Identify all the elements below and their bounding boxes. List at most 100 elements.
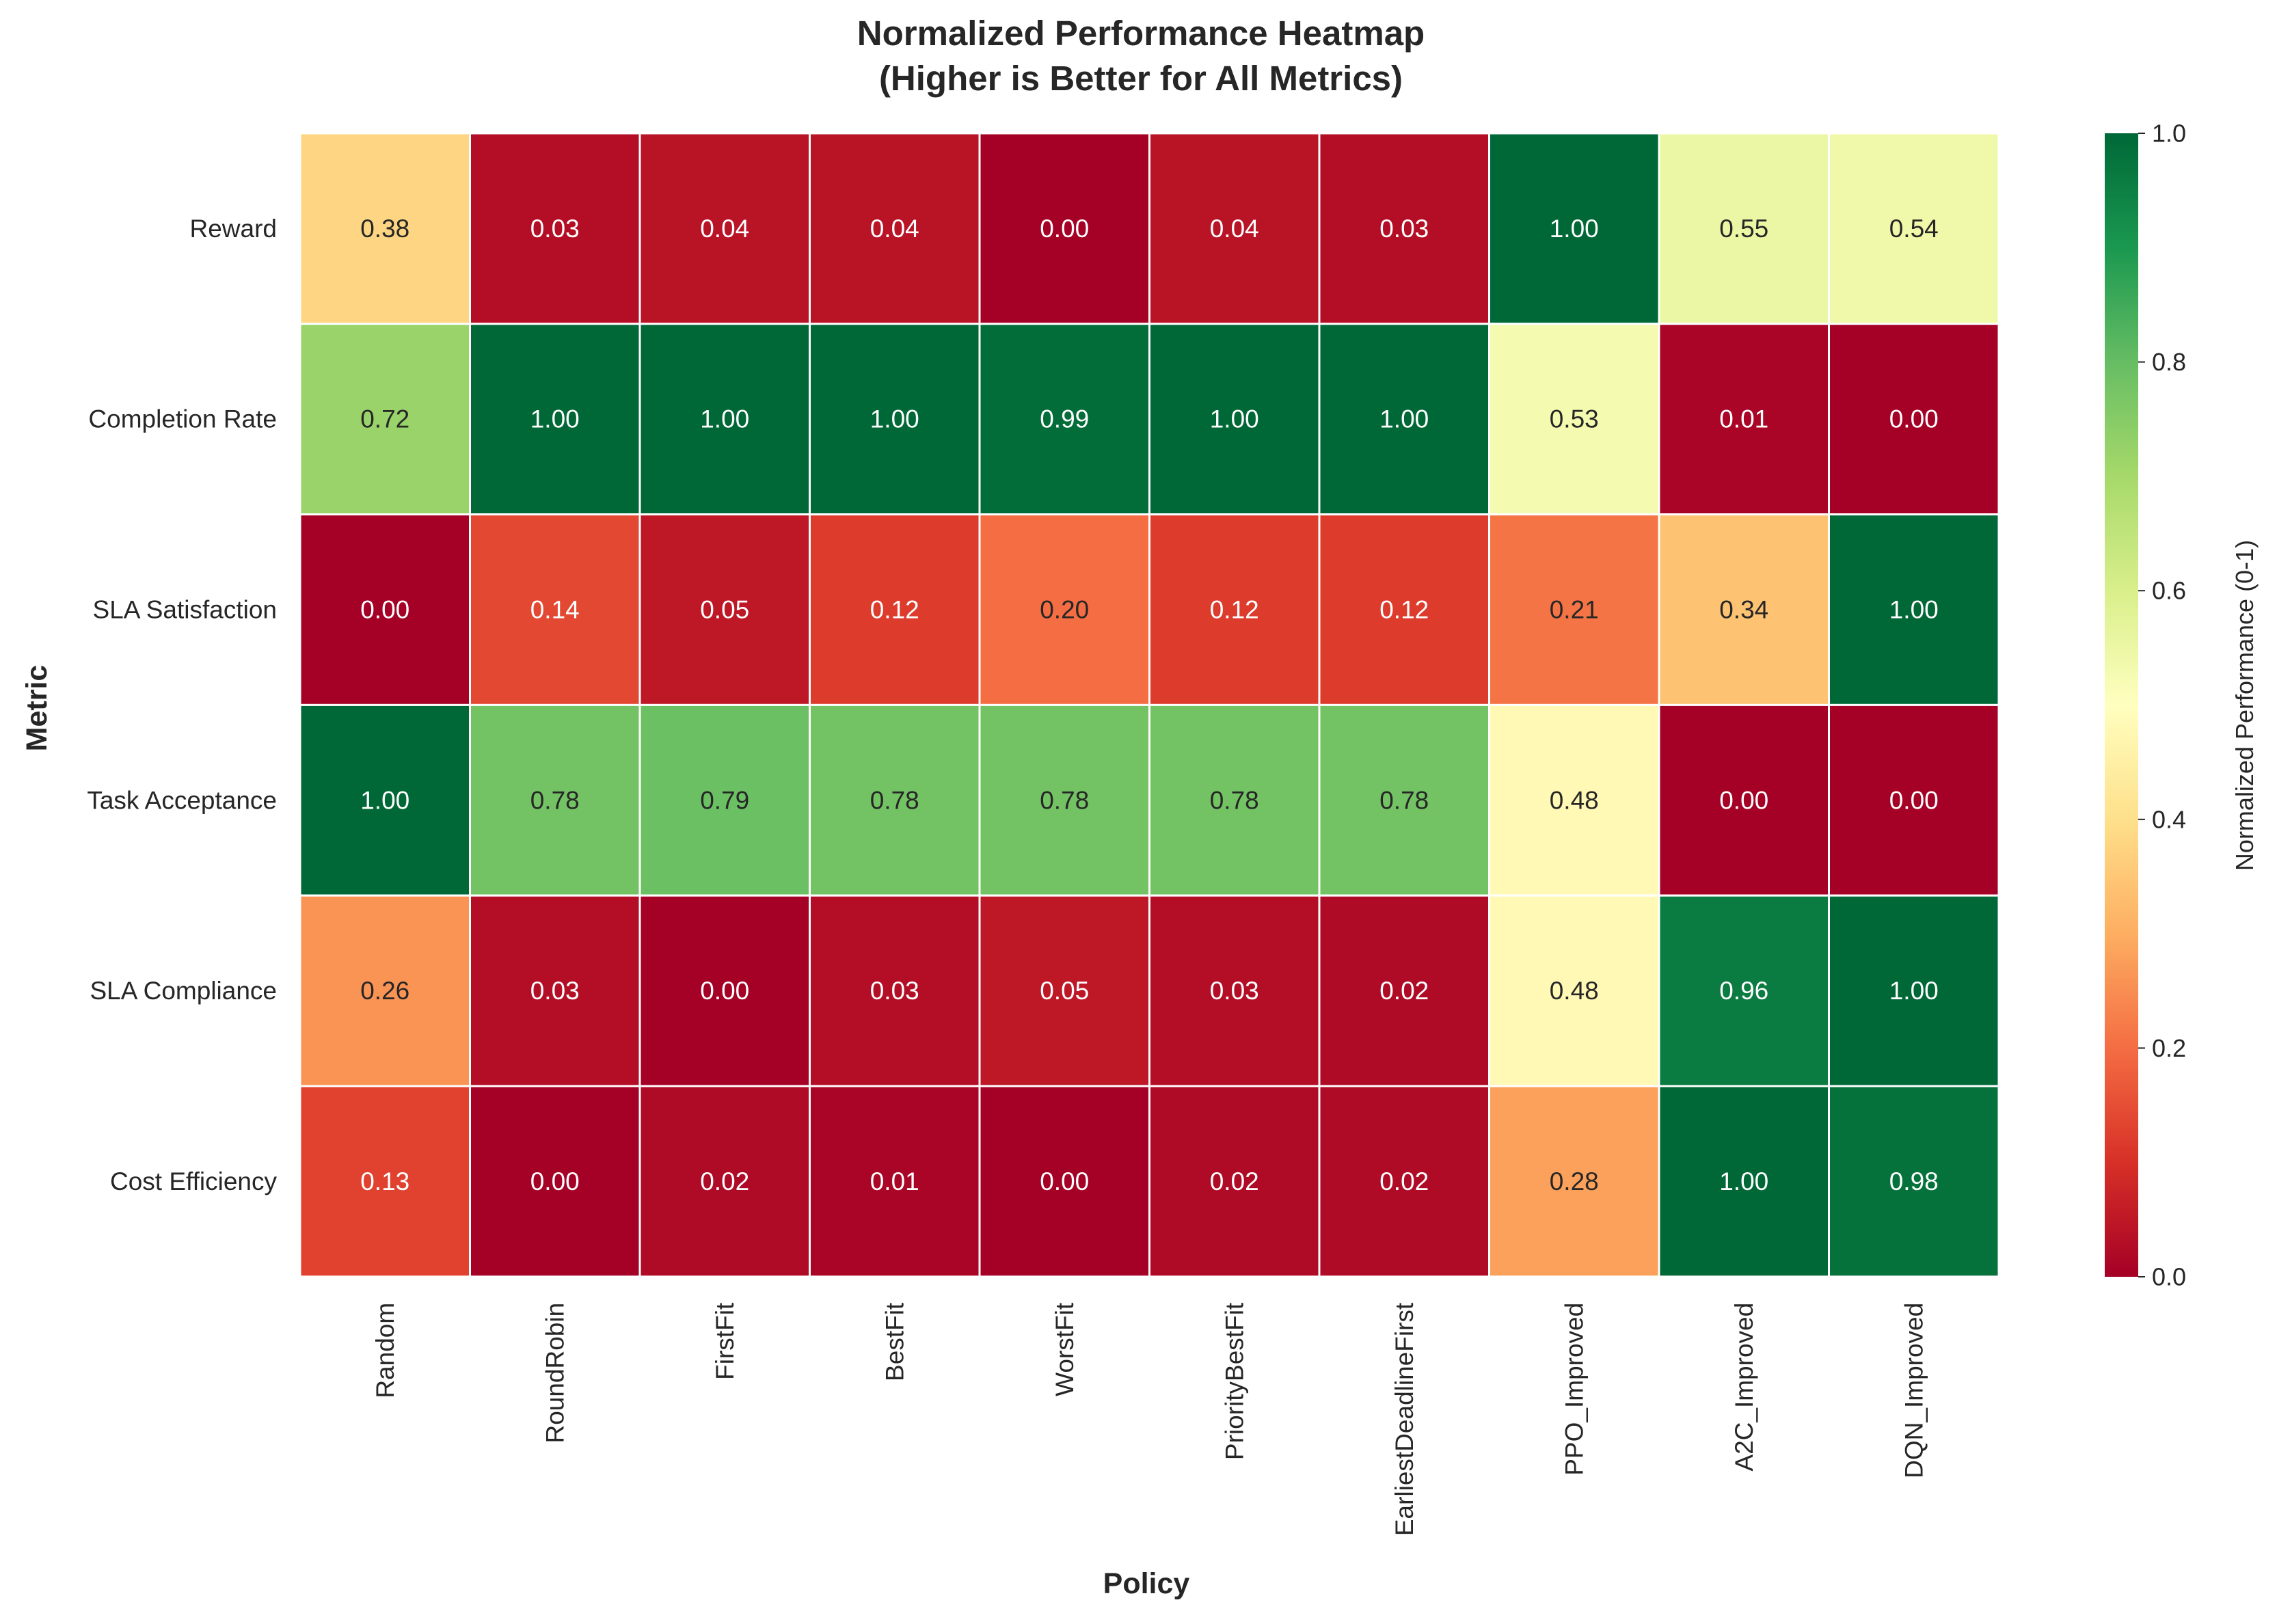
heatmap-cell-value: 0.00: [1889, 405, 1939, 433]
heatmap-cell-value: 0.13: [360, 1167, 409, 1195]
heatmap-cell-value: 0.54: [1889, 215, 1939, 243]
heatmap-cell: [1148, 132, 1321, 325]
heatmap-cell-value: 0.34: [1719, 596, 1768, 624]
heatmap-cell: [1828, 513, 2000, 706]
heatmap-cell: [638, 513, 811, 706]
heatmap-cell-value: 0.21: [1550, 596, 1599, 624]
heatmap-cells: [299, 132, 2000, 1278]
y-tick-label: Completion Rate: [88, 405, 277, 433]
heatmap-cell: [1488, 513, 1660, 706]
y-tick-label: Reward: [190, 215, 278, 243]
heatmap-cell-value: 0.03: [530, 215, 580, 243]
heatmap-cell-value: 0.55: [1719, 215, 1768, 243]
heatmap-cell: [1828, 894, 2000, 1087]
heatmap-cell: [1488, 1085, 1660, 1278]
heatmap-cell: [638, 132, 811, 325]
heatmap-cell: [638, 1085, 811, 1278]
heatmap-cell: [1828, 1085, 2000, 1278]
y-tick-label: Task Acceptance: [87, 786, 277, 814]
heatmap-cell-value: 1.00: [1379, 405, 1429, 433]
heatmap-cell: [1658, 513, 1830, 706]
heatmap-cell: [809, 132, 981, 325]
heatmap-cell: [299, 703, 471, 897]
y-tick-label: SLA Compliance: [90, 977, 277, 1005]
heatmap-cell: [1658, 894, 1830, 1087]
heatmap-cell-value: 0.14: [530, 596, 580, 624]
heatmap-cell: [638, 894, 811, 1087]
heatmap-cell-value: 0.99: [1040, 405, 1089, 433]
heatmap-cell-value: 0.04: [870, 215, 919, 243]
heatmap-cell-value: 0.00: [700, 977, 749, 1005]
x-tick-label: PPO_Improved: [1560, 1303, 1588, 1476]
heatmap-cell-value: 0.04: [1210, 215, 1259, 243]
heatmap-cell-value: 0.05: [700, 596, 749, 624]
heatmap-cell: [1148, 894, 1321, 1087]
heatmap-cell: [809, 323, 981, 516]
heatmap-cell: [469, 894, 641, 1087]
heatmap-cell-value: 0.02: [1379, 1167, 1429, 1195]
heatmap-cell-value: 1.00: [1889, 596, 1939, 624]
heatmap-cell-value: 0.48: [1550, 786, 1599, 814]
heatmap-cell-value: 0.02: [1379, 977, 1429, 1005]
colorbar-tick-label: 0.4: [2152, 805, 2186, 833]
heatmap-cell-value: 0.72: [360, 405, 409, 433]
heatmap-cell-value: 0.78: [1040, 786, 1089, 814]
x-tick-label: DQN_Improved: [1900, 1303, 1928, 1478]
heatmap-cell-value: 1.00: [1550, 215, 1599, 243]
heatmap-cell: [1658, 1085, 1830, 1278]
heatmap-cell-value: 0.38: [360, 215, 409, 243]
colorbar: 0.0 0.2 0.4 0.6 0.8 1.0 Normalized Performanc…: [2105, 120, 2259, 1291]
heatmap-cell: [1318, 894, 1490, 1087]
chart-title-line-1: Normalized Performance Heatmap: [857, 14, 1425, 53]
heatmap-cell: [1488, 703, 1660, 897]
colorbar-tick-label: 1.0: [2152, 120, 2186, 148]
heatmap-cell: [1658, 703, 1830, 897]
heatmap-cell-value: 0.04: [700, 215, 749, 243]
heatmap-cell: [978, 323, 1150, 516]
heatmap-cell: [978, 1085, 1150, 1278]
heatmap-cell-value: 0.12: [1379, 596, 1429, 624]
heatmap-cell: [1488, 894, 1660, 1087]
x-tick-label: Random: [371, 1303, 399, 1398]
heatmap-cell: [299, 513, 471, 706]
heatmap-cell: [978, 513, 1150, 706]
heatmap-cell-value: 0.78: [530, 786, 580, 814]
chart-title-line-2: (Higher is Better for All Metrics): [879, 59, 1403, 98]
heatmap-cell-value: 0.00: [360, 596, 409, 624]
heatmap-cell: [299, 132, 471, 325]
x-tick-label: WorstFit: [1051, 1302, 1079, 1396]
x-tick-label: PriorityBestFit: [1220, 1302, 1248, 1460]
heatmap-cell: [1318, 323, 1490, 516]
x-tick-label: A2C_Improved: [1730, 1303, 1758, 1472]
y-axis-label: Metric: [21, 665, 53, 752]
heatmap-cell-value: 0.78: [870, 786, 919, 814]
heatmap-cell: [1318, 513, 1490, 706]
heatmap-cell-value: 0.01: [870, 1167, 919, 1195]
heatmap-cell: [1488, 323, 1660, 516]
heatmap-cell: [809, 1085, 981, 1278]
heatmap-cell-value: 0.98: [1889, 1167, 1939, 1195]
heatmap-cell-value: 0.79: [700, 786, 749, 814]
heatmap-cell-value: 1.00: [360, 786, 409, 814]
heatmap-cell-value: 0.28: [1550, 1167, 1599, 1195]
heatmap-cell-value: 0.48: [1550, 977, 1599, 1005]
heatmap-cell-value: 1.00: [700, 405, 749, 433]
colorbar-tick-label: 0.6: [2152, 577, 2186, 605]
heatmap-cell: [1148, 1085, 1321, 1278]
x-tick-label: EarliestDeadlineFirst: [1390, 1302, 1418, 1536]
heatmap-cell-value: 0.00: [1719, 786, 1768, 814]
colorbar-label: Normalized Performance (0-1): [2231, 540, 2259, 871]
heatmap-cell: [1828, 132, 2000, 325]
heatmap-cell-labels: 0.38 0.03 0.04 0.04 0.00 0.04 0.03 1.00 0.55 0.54…: [360, 215, 1939, 1195]
heatmap-cell: [469, 513, 641, 706]
heatmap-cell-value: 0.03: [870, 977, 919, 1005]
colorbar-tick-label: 0.8: [2152, 348, 2186, 376]
heatmap-cell: [978, 894, 1150, 1087]
x-tick-label: RoundRobin: [541, 1303, 569, 1444]
heatmap-cell-value: 0.26: [360, 977, 409, 1005]
heatmap-cell: [1148, 323, 1321, 516]
heatmap-cell: [978, 132, 1150, 325]
x-axis-label: Policy: [1103, 1567, 1190, 1600]
